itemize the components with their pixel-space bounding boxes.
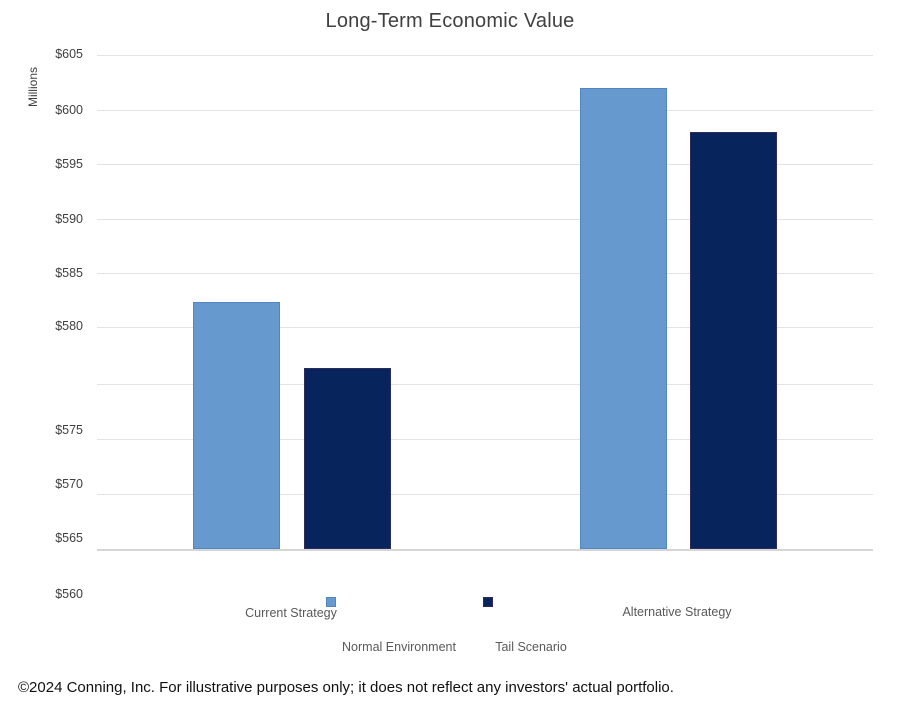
y-tick-label: $595: [55, 157, 83, 171]
copyright-disclaimer: ©2024 Conning, Inc. For illustrative pur…: [18, 679, 674, 696]
gridline: [97, 164, 873, 165]
y-tick-label: $575: [55, 423, 83, 437]
gridline: [97, 327, 873, 328]
gridline: [97, 219, 873, 220]
y-tick-label: $600: [55, 103, 83, 117]
y-tick-label: $560: [55, 587, 83, 601]
y-tick-label: $585: [55, 266, 83, 280]
legend-label-tail-scenario: Tail Scenario: [495, 640, 567, 654]
y-tick-label: $590: [55, 212, 83, 226]
bar-alternative-strategy-tail-scenario: [690, 131, 777, 549]
legend-swatch-normal-environment: [326, 597, 336, 607]
category-label-alternative-strategy: Alternative Strategy: [622, 605, 732, 619]
gridline: [97, 384, 873, 385]
bar-alternative-strategy-normal-environment: [580, 87, 667, 549]
legend-swatch-tail-scenario: [483, 597, 493, 607]
x-axis-baseline: [97, 549, 873, 551]
bar-current-strategy-tail-scenario: [304, 367, 391, 549]
y-tick-label: $580: [55, 319, 83, 333]
gridline: [97, 494, 873, 495]
category-label-current-strategy: Current Strategy: [245, 606, 337, 620]
bar-current-strategy-normal-environment: [193, 302, 280, 549]
y-tick-label: $570: [55, 477, 83, 491]
gridline: [97, 110, 873, 111]
gridline: [97, 439, 873, 440]
y-tick-label: $605: [55, 47, 83, 61]
chart-title: Long-Term Economic Value: [325, 10, 575, 32]
gridline: [97, 55, 873, 56]
y-tick-label: $565: [55, 531, 83, 545]
legend-label-normal-environment: Normal Environment: [342, 640, 456, 654]
gridline: [97, 273, 873, 274]
